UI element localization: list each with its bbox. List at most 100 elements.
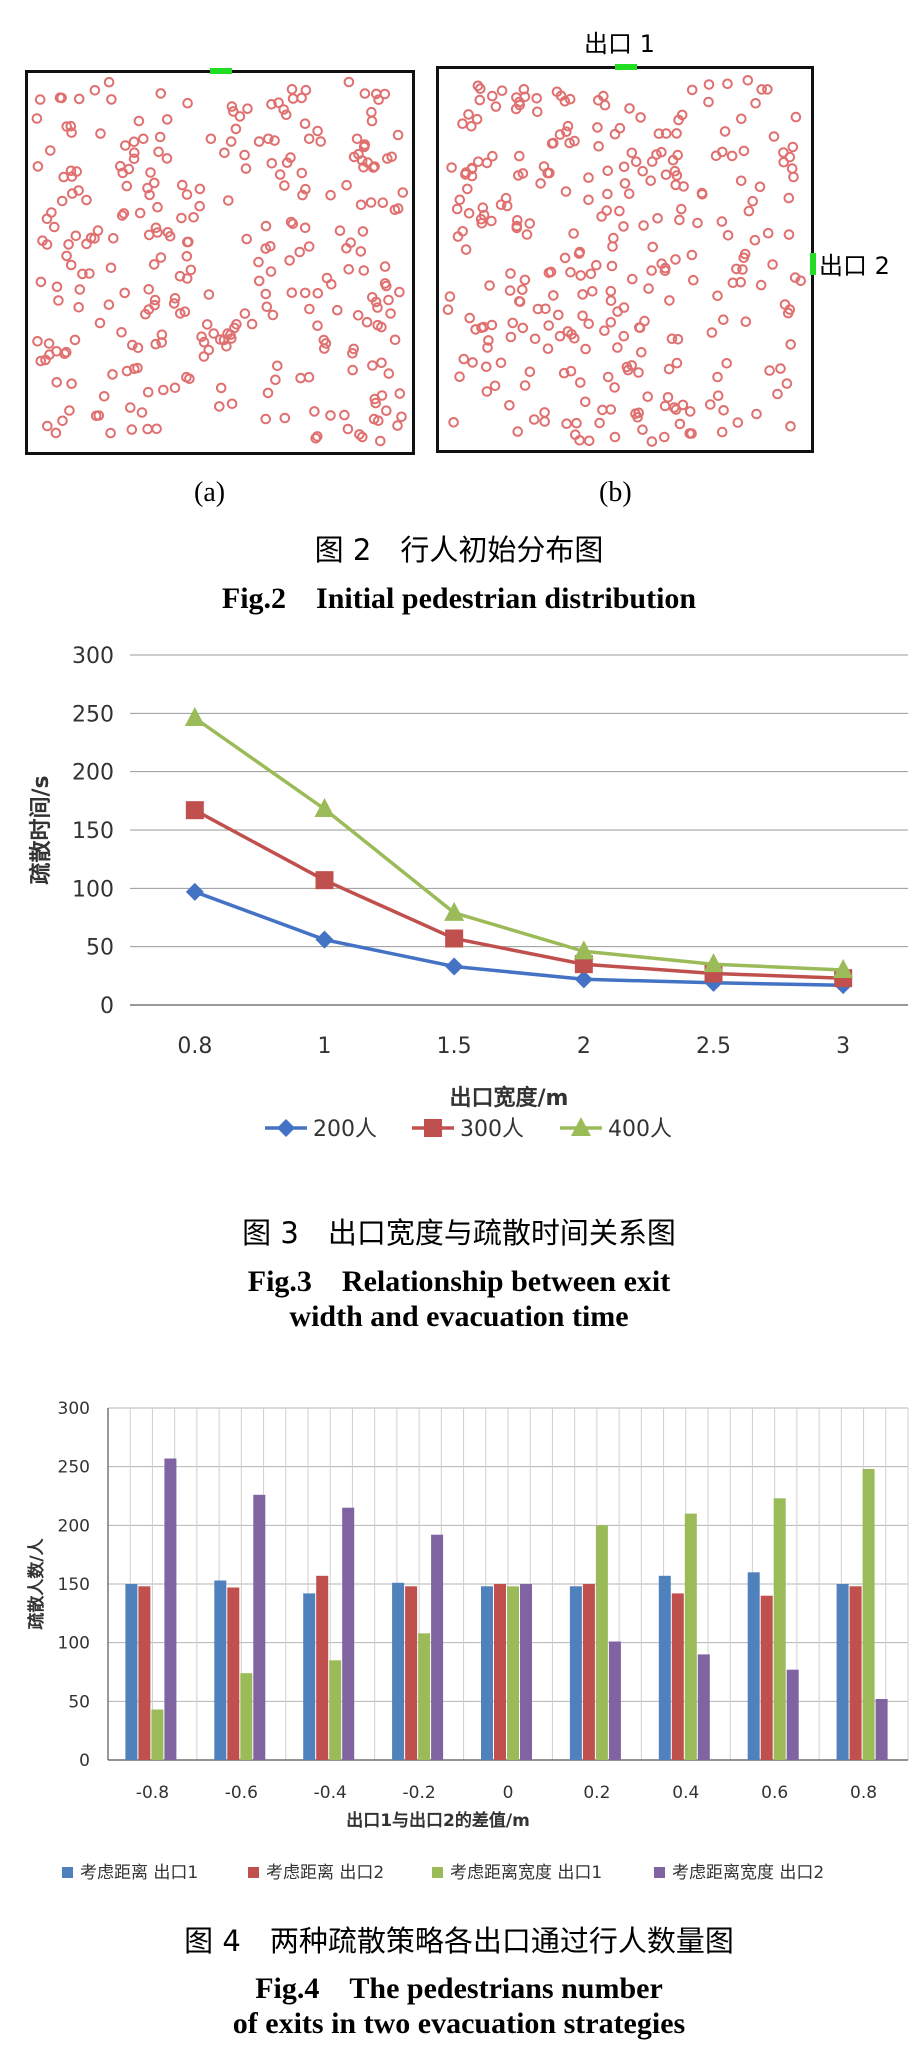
pedestrian-dot [127,339,138,351]
data-point-s3 [703,953,724,973]
pedestrian-dot [377,197,389,208]
pedestrian-dot [155,88,167,99]
bar-s1 [747,1572,760,1760]
exit-width-line-chart: 0 50 100 150 200 250 300 0.8 1 1.5 2 2.5 3 出口宽度/m 疏散时间… [28,644,908,1142]
pedestrian-dot [605,404,617,415]
pedestrian-dot [65,120,77,132]
pedestrian-dot [767,259,778,270]
pedestrian-dot [51,281,63,293]
pedestrian-dot [517,284,528,295]
pedestrian-dot [671,357,683,369]
pedestrian-dot [299,118,311,130]
pedestrian-dot [772,388,783,400]
pedestrian-dot [253,256,264,268]
pedestrian-dot [762,84,773,95]
pedestrian-dot [65,165,77,177]
pedestrian-dot [636,347,647,358]
data-point-s3 [184,707,205,726]
pedestrian-dot [231,319,242,330]
exit-count-bar-chart: 0 50 100 150 200 250 300 -0.8 -0.6 -0.4 -0.2 0 0.2 0.… [26,1399,909,1883]
pedestrian-dot [448,417,459,428]
bar-s4 [253,1494,266,1760]
pedestrian-dot [128,153,140,165]
pedestrian-dot [185,264,197,276]
bar-s3 [862,1469,875,1760]
bar-s1 [392,1582,405,1760]
x-tick-label: -0.6 [225,1783,258,1803]
pedestrian-dot [125,402,136,413]
bar-s3 [507,1586,519,1760]
pedestrian-dot [787,141,799,153]
pedestrian-dot [161,153,173,164]
pedestrian-dot [143,229,155,241]
pedestrian-dot [647,241,658,253]
pedestrian-dot [339,409,350,421]
pedestrian-dot [712,390,724,402]
pedestrian-dot [539,416,550,427]
y-tick-label: 150 [72,819,114,844]
pedestrian-dot [214,401,225,412]
pedestrian-dot [270,374,281,386]
pedestrian-dot [381,405,392,417]
series-line-3 [193,716,844,972]
pedestrian-dot [370,397,382,409]
data-point-s1 [315,930,334,949]
pedestrian-dot [786,163,798,174]
data-point-s3 [573,940,594,960]
pedestrian-dot [153,146,164,158]
pedestrian-dot [148,259,160,270]
x-tick-label: 1.5 [437,1034,472,1059]
pedestrian-dot [394,286,405,298]
pedestrian-dot [181,273,193,284]
pedestrian-dot [132,362,143,374]
legend-label-2: 考虑距离 出口2 [266,1863,384,1883]
pedestrian-dot [198,351,210,362]
pedestrian-dot [286,287,298,298]
pedestrian-dot [303,133,315,145]
legend-label-2: 300人 [460,1117,524,1142]
pedestrian-dot [514,150,525,162]
pedestrian-dot [514,296,525,307]
bar-s4 [697,1654,710,1760]
pedestrian-dot [560,186,572,197]
pedestrian-dot [528,414,540,425]
pedestrian-dot [624,103,635,114]
data-point-s1 [445,957,464,976]
bar-s2 [671,1593,684,1760]
pedestrian-dot [778,147,789,158]
pedestrian-dot [371,88,382,100]
pedestrian-dot [513,170,524,181]
pedestrian-dot [312,431,323,442]
pedestrian-dot [670,254,681,265]
pedestrian-dot [35,276,47,288]
series-line-2 [193,808,844,980]
pedestrian-dot [347,348,358,359]
pedestrian-dot [108,233,119,244]
pedestrian-dot [134,207,146,219]
pedestrian-dot [357,226,369,237]
x-tick-label: -0.4 [314,1783,347,1803]
pedestrian-dot [145,167,156,178]
pedestrian-dot [286,83,298,95]
pedestrian-dot [310,433,322,444]
pedestrian-dot [150,222,162,234]
pedestrian-dot [260,413,271,425]
pedestrian-dot [454,371,465,383]
pedestrian-dot [359,141,370,152]
bar-s3 [329,1660,342,1760]
pedestrian-dot [41,420,53,432]
exit-1-label: 出口 1 [584,30,655,58]
pedestrian-dot [366,115,378,127]
y-tick-label: 250 [72,702,114,727]
pedestrian-dot [81,238,92,250]
pedestrian-dot [671,128,682,139]
pedestrian-dot [150,338,161,350]
pedestrian-dot [712,371,723,383]
pedestrian-dot [743,205,755,217]
pedestrian-dot [263,133,274,145]
pedestrian-dot [151,423,162,435]
legend-swatch-3 [432,1867,443,1878]
pedestrian-dot [564,93,576,105]
pedestrian-dot [659,431,670,443]
pedestrian-dot [61,121,73,132]
